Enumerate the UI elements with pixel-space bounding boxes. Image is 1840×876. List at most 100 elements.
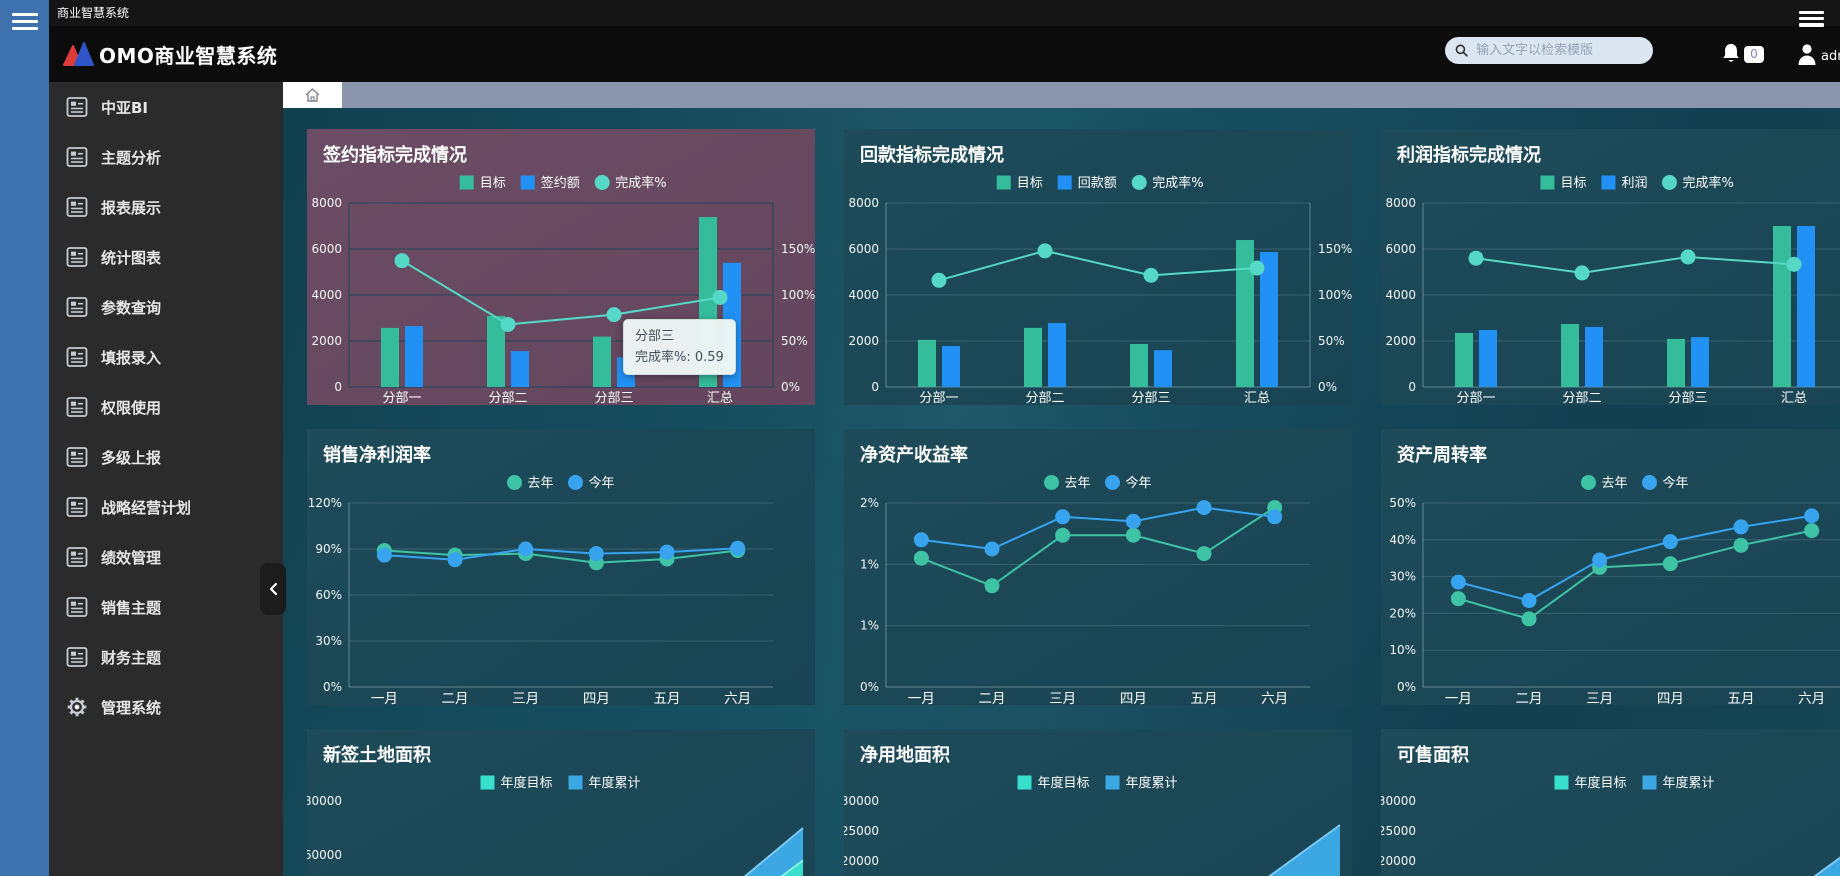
chart-sellable-area: 可售面积年度目标年度累计0500010000150002000025000300… <box>1378 744 1840 876</box>
svg-text:50%: 50% <box>1389 496 1416 510</box>
svg-text:80000: 80000 <box>307 794 342 808</box>
svg-text:资产周转率: 资产周转率 <box>1397 444 1487 466</box>
sidebar-collapse-button[interactable] <box>260 563 286 615</box>
svg-text:利润指标完成情况: 利润指标完成情况 <box>1397 144 1541 166</box>
svg-text:二月: 二月 <box>1516 691 1543 705</box>
svg-text:三月: 三月 <box>1586 691 1613 705</box>
svg-text:2000: 2000 <box>311 334 342 348</box>
svg-text:完成率%: 完成率% <box>615 175 666 191</box>
svg-text:0%: 0% <box>781 380 800 394</box>
svg-text:120%: 120% <box>308 496 342 510</box>
svg-text:销售净利润率: 销售净利润率 <box>323 444 431 466</box>
svg-text:40%: 40% <box>1389 533 1416 547</box>
chart-panel-signing-kpi[interactable]: 签约指标完成情况 目标 签约额 完成率% 0 0% 2000 50% 4000 100% 6000 1… <box>307 129 815 406</box>
svg-text:完成率%: 完成率% <box>1152 175 1203 191</box>
sidebar-item-4[interactable]: 统计图表 <box>49 232 283 282</box>
svg-text:目标: 目标 <box>1017 176 1043 191</box>
menu-toggle-icon[interactable] <box>12 13 38 30</box>
sidebar-item-label: 多级上报 <box>101 448 162 467</box>
sidebar-item-7[interactable]: 权限使用 <box>49 382 283 432</box>
sidebar-item-6[interactable]: 填报录入 <box>49 332 283 382</box>
svg-text:年度累计: 年度累计 <box>589 775 641 791</box>
chart-panel-sellable-area[interactable]: 可售面积年度目标年度累计0500010000150002000025000300… <box>1378 729 1840 876</box>
sidebar-item-9[interactable]: 战略经营计划 <box>49 482 283 532</box>
svg-text:1%: 1% <box>860 619 879 633</box>
svg-text:25000: 25000 <box>844 824 879 838</box>
dashboard: 签约指标完成情况 目标 签约额 完成率% 0 0% 2000 50% 4000 100% 6000 1… <box>283 108 1840 876</box>
sidebar-item-1[interactable]: 中亚BI <box>49 82 283 132</box>
svg-text:90%: 90% <box>315 542 342 556</box>
gear-icon <box>67 697 87 717</box>
svg-text:净用地面积: 净用地面积 <box>860 744 950 766</box>
svg-text:去年: 去年 <box>1602 476 1628 491</box>
tab-bar <box>283 82 1840 108</box>
svg-text:25000: 25000 <box>1381 824 1416 838</box>
top-right-menu-icon[interactable] <box>1799 11 1824 27</box>
notification-count-badge[interactable]: 0 <box>1744 46 1764 63</box>
svg-text:0%: 0% <box>1397 680 1416 694</box>
svg-text:五月: 五月 <box>1728 691 1755 705</box>
svg-text:六月: 六月 <box>724 691 751 705</box>
svg-text:净资产收益率: 净资产收益率 <box>860 444 968 466</box>
svg-text:二月: 二月 <box>979 691 1006 705</box>
sidebar-item-5[interactable]: 参数查询 <box>49 282 283 332</box>
sidebar-item-11[interactable]: 销售主题 <box>49 582 283 632</box>
sidebar-item-3[interactable]: 报表展示 <box>49 182 283 232</box>
report-icon <box>66 247 88 267</box>
svg-text:二月: 二月 <box>442 691 469 705</box>
app-header: OMO商业智慧系统 0 admin <box>49 26 1840 82</box>
sidebar-item-2[interactable]: 主题分析 <box>49 132 283 182</box>
chart-panel-profit-kpi[interactable]: 利润指标完成情况目标利润完成率%00%200050%4000100%600015… <box>1381 129 1840 406</box>
sidebar-item-label: 填报录入 <box>101 348 162 367</box>
chart-panel-roe[interactable]: 净资产收益率 去年 今年 0% 1% 1% 2% 一月 二月 三月 四月 五月 六月 <box>844 429 1352 707</box>
svg-text:年度目标: 年度目标 <box>1575 775 1627 791</box>
chart-panel-net-profit-rate[interactable]: 销售净利润率 去年 今年 0% 30% 60% 90% 120% 一月 二月 三月 四月 五月 六月 <box>307 429 815 707</box>
chart-panel-asset-turnover[interactable]: 资产周转率 去年 今年 0% 10% 20% 30% 40% 50% 一月 二月 三月 四月 五月 六月 <box>1381 429 1840 707</box>
svg-text:一月: 一月 <box>371 691 398 705</box>
search-input[interactable] <box>1474 42 1643 59</box>
report-icon <box>66 197 88 217</box>
svg-text:8000: 8000 <box>848 196 879 210</box>
username-label[interactable]: admin <box>1821 49 1840 64</box>
sidebar-item-12[interactable]: 财务主题 <box>49 632 283 682</box>
report-icon <box>66 447 88 467</box>
svg-text:分部一: 分部一 <box>1456 391 1495 405</box>
page-title: OMO商业智慧系统 <box>99 44 278 68</box>
tooltip-category: 分部三 <box>635 329 675 344</box>
sidebar-nav: 中亚BI 主题分析 报表展示 统计图表 参数查询填报录入权限使用多级上报战略经营计划 绩效… <box>49 82 283 876</box>
report-icon <box>66 397 88 417</box>
svg-text:五月: 五月 <box>1191 691 1218 705</box>
chart-new-land-area: 新签土地面积年度目标年度累计020000400006000080000 <box>304 744 804 876</box>
chart-panel-net-land-area[interactable]: 净用地面积年度目标年度累计050001000015000200002500030… <box>841 729 1352 876</box>
svg-text:四月: 四月 <box>1120 691 1147 705</box>
template-search[interactable] <box>1445 37 1653 64</box>
svg-text:完成率%: 完成率% <box>1682 175 1733 191</box>
svg-text:4000: 4000 <box>848 288 879 302</box>
svg-text:六月: 六月 <box>1798 691 1825 705</box>
chart-panel-new-land-area[interactable]: 新签土地面积年度目标年度累计020000400006000080000 <box>304 729 815 876</box>
svg-text:分部二: 分部二 <box>1025 391 1064 405</box>
sidebar-item-label: 财务主题 <box>101 648 162 667</box>
sidebar-item-10[interactable]: 绩效管理 <box>49 532 283 582</box>
svg-text:签约额: 签约额 <box>541 175 580 191</box>
sidebar-item-13[interactable]: 管理系统 <box>49 682 283 732</box>
sidebar-item-label: 权限使用 <box>101 398 162 417</box>
sidebar-item-8[interactable]: 多级上报 <box>49 432 283 482</box>
svg-text:10%: 10% <box>1389 643 1416 657</box>
svg-text:目标: 目标 <box>480 176 506 191</box>
chevron-left-icon <box>269 582 277 596</box>
user-avatar-icon[interactable] <box>1796 42 1818 66</box>
notification-bell-icon[interactable] <box>1720 42 1742 66</box>
svg-text:去年: 去年 <box>528 476 554 491</box>
report-icon <box>66 597 88 617</box>
svg-text:签约指标完成情况: 签约指标完成情况 <box>322 144 467 166</box>
tab-home[interactable] <box>283 82 342 108</box>
svg-text:四月: 四月 <box>1657 691 1684 705</box>
sidebar-item-label: 战略经营计划 <box>101 498 192 517</box>
sidebar-item-label: 绩效管理 <box>101 548 162 567</box>
chart-panel-payment-kpi[interactable]: 回款指标完成情况 目标 回款额 完成率% 0 0% 2000 50% 4000 100% 6000 1… <box>844 129 1352 406</box>
svg-text:30000: 30000 <box>844 794 879 808</box>
